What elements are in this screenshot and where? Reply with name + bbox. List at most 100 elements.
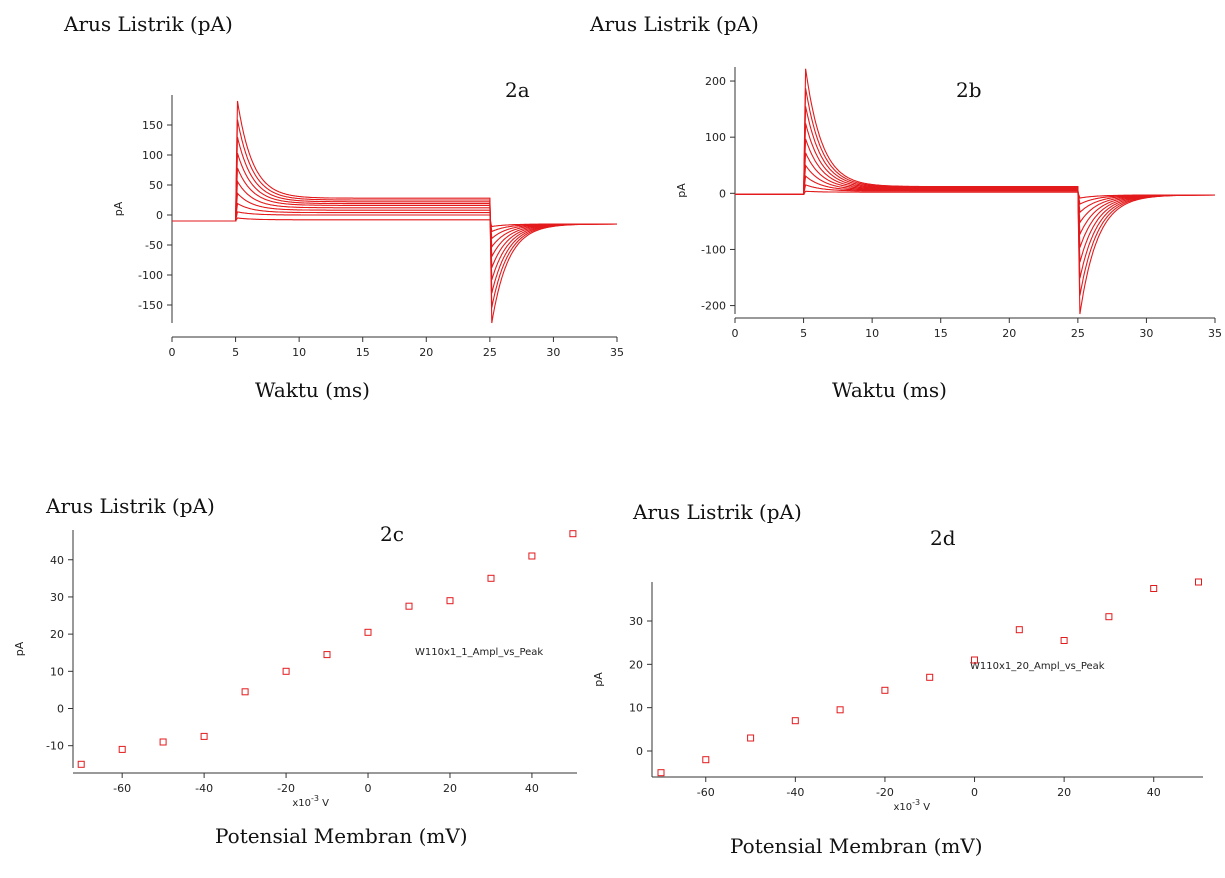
data-point [446, 597, 454, 605]
x-axis-title: Potensial Membran (mV) [730, 834, 983, 858]
trace-sweep-3 [735, 175, 1215, 214]
data-point [159, 738, 167, 746]
y-tick-label: -100 [701, 243, 726, 256]
data-point [657, 769, 665, 777]
panel-label: 2d [930, 526, 956, 550]
y-tick-label: 30 [50, 591, 64, 604]
data-point [569, 530, 577, 538]
data-point [77, 760, 85, 768]
x-tick-label: 35 [610, 346, 624, 359]
x-tick-label: 5 [800, 327, 807, 340]
data-point [836, 706, 844, 714]
x-tick-label: -40 [195, 782, 213, 795]
x-tick-label: -40 [786, 786, 804, 799]
data-point [282, 667, 290, 675]
y-tick-label: -50 [145, 239, 163, 252]
trace-sweep-8 [172, 136, 617, 294]
data-point [1060, 637, 1068, 644]
x-axis-title: Waktu (ms) [255, 378, 370, 402]
x-tick-label: -20 [876, 786, 894, 799]
data-point [323, 651, 331, 659]
x-axis-title: Potensial Membran (mV) [215, 824, 468, 848]
chart-2c: Arus Listrik (pA) 2c Potensial Membran (… [0, 440, 620, 878]
data-point [405, 602, 413, 610]
y-tick-label: 0 [57, 703, 64, 716]
data-point [364, 628, 372, 636]
trace-sweep-7 [172, 153, 617, 281]
trace-sweep-8 [735, 106, 1215, 279]
chart-2d: Arus Listrik (pA) 2d Potensial Membran (… [592, 440, 1225, 878]
data-point [1015, 626, 1023, 634]
plot-area: -10 0 10 20 30 40 -60 -40 -20 0 20 40 pA x10-3 V W110x… [13, 530, 577, 809]
y-tick-label: 20 [629, 658, 643, 671]
y-tick-label: 100 [142, 149, 163, 162]
legend-entry: W110x1_20_Ampl_vs_Peak [970, 661, 1105, 672]
y-tick-label: -150 [138, 299, 163, 312]
panel-label: 2b [956, 78, 982, 102]
x-tick-label: 10 [865, 327, 879, 340]
y-axis-unit-label: pA [13, 641, 26, 656]
trace-sweep-5 [735, 152, 1215, 237]
y-tick-label: -10 [46, 740, 64, 753]
y-tick-label: 0 [719, 187, 726, 200]
x-tick-label: 20 [1057, 786, 1071, 799]
trace-sweep-2 [172, 211, 617, 233]
x-axis-title: Waktu (ms) [832, 378, 947, 402]
panel-label: 2c [380, 522, 404, 546]
x-tick-label: 30 [1139, 327, 1153, 340]
plot-area: -150 -100 -50 0 50 100 150 0 5 10 15 20 25 30 35 pA [112, 95, 624, 359]
x-tick-label: 20 [443, 782, 457, 795]
y-tick-label: 20 [50, 628, 64, 641]
y-tick-label: -200 [701, 300, 726, 313]
y-tick-label: -100 [138, 269, 163, 282]
x-tick-label: 30 [546, 346, 560, 359]
data-point [528, 552, 536, 560]
x-tick-label: 40 [525, 782, 539, 795]
y-axis-unit-label: pA [675, 183, 688, 198]
x-tick-label: 0 [169, 346, 176, 359]
y-tick-label: 40 [50, 554, 64, 567]
x-tick-label: 0 [971, 786, 978, 799]
trace-sweep-9 [172, 119, 617, 308]
data-point [926, 673, 934, 681]
trace-sweep-7 [735, 123, 1215, 263]
x-tick-label: 20 [1002, 327, 1016, 340]
data-point [1195, 578, 1202, 586]
x-tick-label: 15 [934, 327, 948, 340]
trace-sweep-4 [735, 163, 1215, 225]
y-tick-label: 10 [50, 665, 64, 678]
data-point [881, 686, 889, 694]
legend-entry: W110x1_1_Ampl_vs_Peak [415, 647, 543, 658]
trace-sweep-10 [172, 100, 617, 324]
y-tick-label: 200 [705, 75, 726, 88]
x-axis-unit-label: x10-3 V [893, 798, 930, 813]
y-tick-label: 0 [156, 209, 163, 222]
x-tick-label: 0 [732, 327, 739, 340]
data-point [118, 745, 126, 753]
y-tick-label: 50 [149, 179, 163, 192]
y-tick-label: 100 [705, 131, 726, 144]
y-axis-title: Arus Listrik (pA) [46, 494, 215, 518]
y-axis-title: Arus Listrik (pA) [590, 12, 759, 36]
x-tick-label: 5 [232, 346, 239, 359]
data-point [791, 717, 799, 725]
y-tick-label: 10 [629, 702, 643, 715]
data-point [1105, 613, 1113, 621]
data-point [1150, 585, 1158, 592]
y-tick-label: 0 [636, 745, 643, 758]
trace-sweep-10 [735, 68, 1215, 315]
y-axis-unit-label: pA [592, 672, 605, 687]
x-tick-label: 25 [1071, 327, 1085, 340]
x-tick-label: 25 [483, 346, 497, 359]
data-point [200, 732, 208, 740]
x-tick-label: -60 [113, 782, 131, 795]
data-point [702, 756, 710, 764]
y-tick-label: 150 [142, 119, 163, 132]
chart-2a: Arus Listrik (pA) 2a Waktu (ms) -150 -100… [0, 0, 624, 420]
plot-area: -200 -100 0 100 200 0 5 10 15 20 25 30 35 pA [675, 67, 1222, 340]
y-axis-title: Arus Listrik (pA) [64, 12, 233, 36]
x-tick-label: -60 [697, 786, 715, 799]
plot-area: 0 10 20 30 -60 -40 -20 0 20 40 pA x10-3 V W110x1_20_… [592, 578, 1203, 813]
y-axis-title: Arus Listrik (pA) [633, 500, 802, 524]
current-traces [735, 68, 1215, 315]
